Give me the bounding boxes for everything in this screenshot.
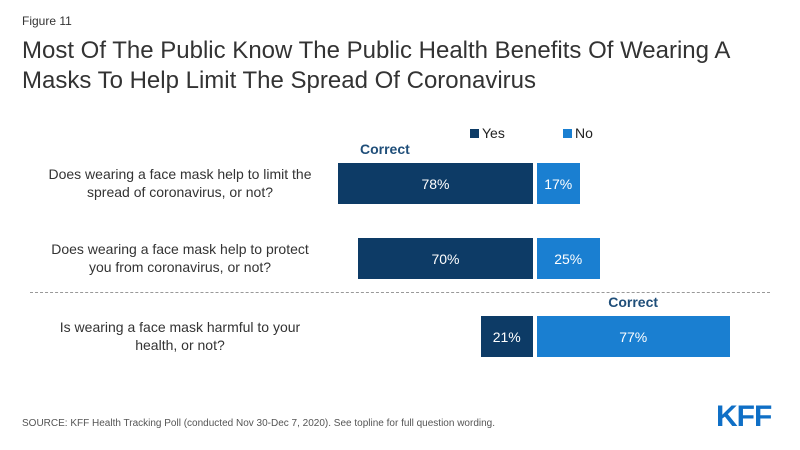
question-label: Is wearing a face mask harmful to your h… xyxy=(59,319,301,353)
bar-value-label: 17% xyxy=(544,175,573,192)
legend-no-swatch xyxy=(563,128,572,138)
bar-no: 77% xyxy=(537,316,730,357)
figure-label: Figure 11 xyxy=(22,14,72,28)
bar-yes: 21% xyxy=(480,316,533,357)
bar-yes: 78% xyxy=(338,163,533,204)
question-label: Does wearing a face mask help to protect… xyxy=(51,241,309,275)
bar-no: 25% xyxy=(537,238,600,279)
legend-yes: Yes xyxy=(470,125,505,141)
bar-value-label: 70% xyxy=(431,250,460,267)
kff-logo: KFF xyxy=(716,400,772,433)
legend-no: No xyxy=(563,125,593,141)
question-label: Does wearing a face mask help to limit t… xyxy=(48,166,312,200)
bar-value-label: 21% xyxy=(492,328,521,345)
correct-marker: Correct xyxy=(608,294,659,310)
legend-yes-swatch xyxy=(470,128,479,138)
legend-yes-label: Yes xyxy=(482,125,505,141)
bar-value-label: 25% xyxy=(554,250,583,267)
chart-title: Most Of The Public Know The Public Healt… xyxy=(22,37,730,94)
source-note: SOURCE: KFF Health Tracking Poll (conduc… xyxy=(22,418,496,429)
bar-no: 17% xyxy=(537,163,580,204)
bar-yes: 70% xyxy=(358,238,533,279)
correct-marker: Correct xyxy=(360,141,410,157)
legend-no-label: No xyxy=(575,125,593,141)
bar-value-label: 78% xyxy=(421,175,450,192)
divider xyxy=(30,292,770,293)
bar-value-label: 77% xyxy=(619,328,648,345)
